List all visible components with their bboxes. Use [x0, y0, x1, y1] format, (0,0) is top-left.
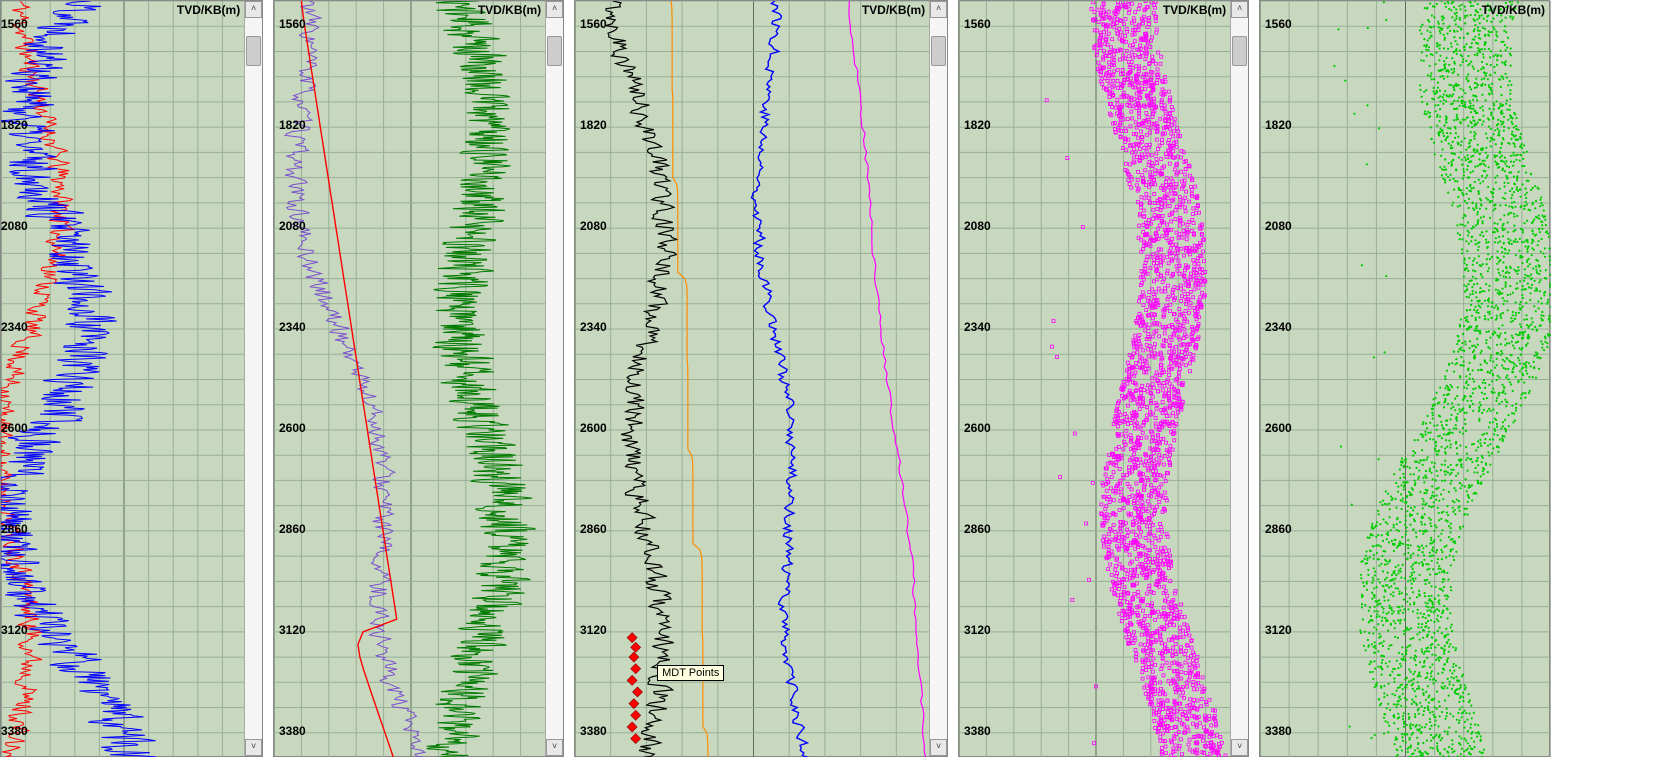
depth-tick: 1560: [1, 17, 28, 31]
track1-plot[interactable]: TVD/KB(m) 1560 1820 2080 2340 2600 2860 3120 338…: [1, 1, 244, 757]
track1: TVD/KB(m) 1560 1820 2080 2340 2600 2860 3120 338…: [0, 0, 263, 757]
track2: TVD/KB(m) 1560 1820 2080 2340 2600 2860 3120 338…: [273, 0, 564, 757]
depth-tick: 3380: [279, 724, 306, 738]
depth-tick: 2340: [1, 320, 28, 334]
depth-tick: 2340: [279, 320, 306, 334]
depth-tick: 2600: [1, 421, 28, 435]
depth-tick: 2860: [1265, 522, 1292, 536]
scroll-down-button[interactable]: ˅: [245, 739, 262, 756]
scroll-thumb[interactable]: [547, 36, 562, 66]
curve-Sonic_green: [427, 1, 536, 757]
track5: TVD/KB(m) 1560 1820 2080 2340 2600 2860 3120 338…: [1259, 0, 1550, 757]
depth-tick: 3120: [964, 623, 991, 637]
axis-label: TVD/KB(m): [862, 3, 925, 17]
curve-Trend_red: [301, 1, 396, 757]
tracks-container: TVD/KB(m) 1560 1820 2080 2340 2600 2860 3120 338…: [0, 0, 1671, 757]
curve-FracGrad_orange: [671, 1, 708, 757]
depth-tick: 2340: [580, 320, 607, 334]
curve-Overburden_magenta: [849, 1, 926, 757]
depth-tick: 2860: [1, 522, 28, 536]
depth-tick: 1560: [580, 17, 607, 31]
track-gap: [564, 0, 574, 757]
depth-tick: 2600: [580, 421, 607, 435]
depth-tick: 3120: [1265, 623, 1292, 637]
depth-tick: 2080: [1, 219, 28, 233]
scroll-up-button[interactable]: ˄: [245, 1, 262, 18]
track3-plot[interactable]: TVD/KB(m) 1560 1820 2080 2340 2600 2860 3120 338…: [575, 1, 929, 757]
depth-tick: 1560: [964, 17, 991, 31]
depth-tick: 1820: [1265, 118, 1292, 132]
scroll-down-button[interactable]: ˅: [930, 739, 947, 756]
scatter-Cloud_green: [1333, 1, 1551, 757]
depth-tick: 2340: [1265, 320, 1292, 334]
depth-tick: 3380: [964, 724, 991, 738]
axis-label: TVD/KB(m): [478, 3, 541, 17]
depth-tick: 2860: [279, 522, 306, 536]
curve-MudWt_blue: [752, 1, 810, 757]
curve-Overlay_purple: [285, 1, 428, 757]
scroll-up-button[interactable]: ˄: [546, 1, 563, 18]
track-gap: [263, 0, 273, 757]
depth-tick: 1820: [1, 118, 28, 132]
depth-tick: 2600: [1265, 421, 1292, 435]
depth-tick: 3380: [580, 724, 607, 738]
vertical-scrollbar[interactable]: ˄˅: [1230, 1, 1248, 756]
scroll-thumb[interactable]: [931, 36, 946, 66]
vertical-scrollbar[interactable]: ˄˅: [244, 1, 262, 756]
scroll-trough[interactable]: [930, 18, 947, 739]
depth-tick: 2600: [964, 421, 991, 435]
track5-plot[interactable]: TVD/KB(m) 1560 1820 2080 2340 2600 2860 3120 338…: [1260, 1, 1549, 757]
scroll-thumb[interactable]: [246, 36, 261, 66]
vertical-scrollbar[interactable]: ˄˅: [545, 1, 563, 756]
scroll-down-button[interactable]: ˅: [1231, 739, 1248, 756]
track-gap: [1249, 0, 1259, 757]
depth-tick: 1820: [580, 118, 607, 132]
depth-tick: 2340: [964, 320, 991, 334]
track4-plot[interactable]: TVD/KB(m) 1560 1820 2080 2340 2600 2860 3120 338…: [959, 1, 1230, 757]
markers-mdt-points: [627, 633, 642, 744]
axis-label: TVD/KB(m): [1163, 3, 1226, 17]
depth-tick: 2600: [279, 421, 306, 435]
depth-tick: 1560: [279, 17, 306, 31]
depth-tick: 3120: [580, 623, 607, 637]
track-gap: [948, 0, 958, 757]
depth-tick: 3120: [1, 623, 28, 637]
depth-tick: 1820: [964, 118, 991, 132]
scroll-up-button[interactable]: ˄: [1231, 1, 1248, 18]
axis-label: TVD/KB(m): [1482, 3, 1545, 17]
depth-tick: 3380: [1, 724, 28, 738]
depth-tick: 3120: [279, 623, 306, 637]
scatter-Cloud_magenta: [1045, 1, 1227, 757]
track2-plot[interactable]: TVD/KB(m) 1560 1820 2080 2340 2600 2860 3120 338…: [274, 1, 545, 757]
depth-tick: 2080: [580, 219, 607, 233]
depth-tick: 2080: [279, 219, 306, 233]
track3: TVD/KB(m) 1560 1820 2080 2340 2600 2860 3120 338…: [574, 0, 948, 757]
depth-tick: 2080: [1265, 219, 1292, 233]
scroll-trough[interactable]: [245, 18, 262, 739]
axis-label: TVD/KB(m): [177, 3, 240, 17]
depth-tick: 3380: [1265, 724, 1292, 738]
depth-tick: 2860: [580, 522, 607, 536]
depth-tick: 2860: [964, 522, 991, 536]
scroll-thumb[interactable]: [1232, 36, 1247, 66]
vertical-scrollbar[interactable]: ˄˅: [929, 1, 947, 756]
scroll-trough[interactable]: [1231, 18, 1248, 739]
scroll-trough[interactable]: [546, 18, 563, 739]
curve-PorePress_black: [606, 1, 677, 757]
scroll-down-button[interactable]: ˅: [546, 739, 563, 756]
curve-SP_blue: [1, 1, 156, 757]
curve-GR_red: [1, 1, 74, 757]
depth-tick: 2080: [964, 219, 991, 233]
depth-tick: 1560: [1265, 17, 1292, 31]
depth-tick: 1820: [279, 118, 306, 132]
scroll-up-button[interactable]: ˄: [930, 1, 947, 18]
tooltip-mdt-points: MDT Points: [657, 665, 724, 681]
track4: TVD/KB(m) 1560 1820 2080 2340 2600 2860 3120 338…: [958, 0, 1249, 757]
